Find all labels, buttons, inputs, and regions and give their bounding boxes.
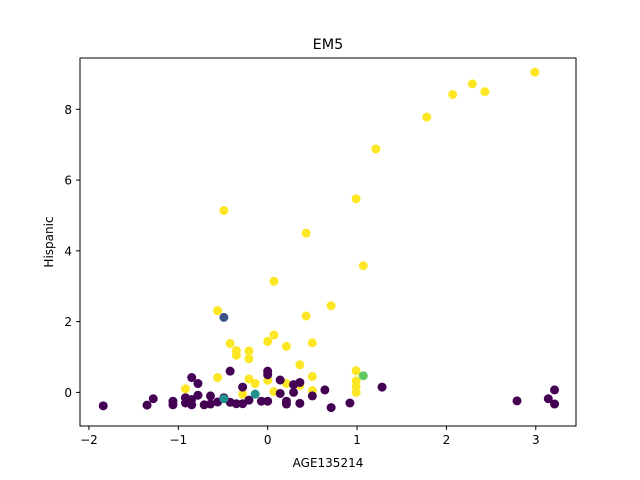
scatter-point-78: [187, 400, 197, 410]
scatter-point-76: [550, 399, 560, 409]
x-tick-label-3: 1: [353, 433, 361, 447]
scatter-point-13: [301, 311, 311, 321]
scatter-point-72: [231, 399, 241, 409]
plot-frame: [79, 57, 577, 427]
scatter-point-83: [219, 312, 229, 322]
scatter-point-65: [263, 396, 273, 406]
scatter-point-20: [244, 346, 254, 356]
scatter-point-8: [301, 228, 311, 238]
scatter-point-55: [307, 391, 317, 401]
x-axis-label: AGE135214: [293, 456, 364, 470]
scatter-point-14: [269, 330, 279, 340]
scatter-point-22: [244, 354, 254, 364]
scatter-point-11: [326, 301, 336, 311]
chart-title: EM5: [313, 37, 344, 53]
scatter-point-45: [193, 379, 203, 389]
scatter-point-85: [219, 394, 229, 404]
scatter-point-51: [289, 387, 299, 397]
scatter-point-70: [345, 398, 355, 408]
scatter-point-39: [225, 366, 235, 376]
y-axis-label: Hispanic: [42, 216, 56, 267]
scatter-point-30: [250, 379, 260, 389]
x-axis-ticks: −2 −1 0 1 2 3: [80, 426, 540, 447]
scatter-point-4: [422, 112, 432, 122]
scatter-point-26: [213, 373, 223, 383]
scatter-point-15: [263, 336, 273, 346]
x-tick-label-0: −2: [80, 433, 98, 447]
scatter-point-10: [269, 276, 279, 286]
x-tick-label-4: 2: [443, 433, 451, 447]
scatter-point-84: [250, 389, 260, 399]
x-tick-label-2: 0: [264, 433, 272, 447]
scatter-point-73: [238, 399, 248, 409]
scatter-point-12: [213, 306, 223, 316]
scatter-point-81: [98, 401, 108, 411]
scatter-point-50: [320, 385, 330, 395]
scatter-point-23: [295, 360, 305, 370]
scatter-point-58: [543, 394, 553, 404]
scatter-point-52: [275, 388, 285, 398]
scatter-point-24: [351, 366, 361, 376]
scatter-point-3: [448, 89, 458, 99]
y-tick-label-1: 2: [64, 315, 72, 329]
x-tick-label-1: −1: [169, 433, 187, 447]
y-tick-label-2: 4: [64, 244, 72, 258]
scatter-point-0: [530, 67, 540, 77]
scatter-point-25: [307, 371, 317, 381]
scatter-point-54: [205, 391, 215, 401]
scatter-point-42: [187, 373, 197, 383]
y-axis-ticks: 0 2 4 6 8: [64, 103, 80, 400]
scatter-point-80: [142, 400, 152, 410]
scatter-point-37: [351, 387, 361, 397]
scatter-point-38: [238, 389, 248, 399]
scatter-point-43: [275, 375, 285, 385]
points-layer: [98, 67, 560, 413]
scatter-point-79: [199, 400, 209, 410]
scatter-point-46: [289, 380, 299, 390]
scatter-point-17: [225, 339, 235, 349]
scatter-point-49: [550, 385, 560, 395]
scatter-point-1: [467, 79, 477, 89]
scatter-point-16: [307, 338, 317, 348]
scatter-point-5: [371, 144, 381, 154]
x-tick-label-5: 3: [532, 433, 540, 447]
scatter-point-77: [168, 400, 178, 410]
scatter-point-47: [377, 382, 387, 392]
scatter-point-75: [281, 399, 291, 409]
scatter-point-48: [238, 382, 248, 392]
scatter-point-34: [180, 384, 190, 394]
scatter-point-7: [219, 206, 229, 216]
y-tick-label-3: 6: [64, 174, 72, 188]
scatter-point-18: [281, 341, 291, 351]
scatter-point-86: [358, 371, 368, 381]
scatter-point-62: [512, 396, 522, 406]
scatter-point-6: [351, 194, 361, 204]
scatter-point-27: [244, 374, 254, 384]
scatter-point-41: [263, 370, 273, 380]
scatter-point-21: [231, 350, 241, 360]
scatter-point-64: [256, 396, 266, 406]
scatter-point-71: [295, 398, 305, 408]
scatter-point-9: [358, 261, 368, 271]
scatter-point-82: [326, 403, 336, 413]
y-tick-label-4: 8: [64, 103, 72, 117]
scatter-point-2: [480, 87, 490, 97]
scatter-point-57: [148, 394, 158, 404]
y-tick-label-0: 0: [64, 386, 72, 400]
